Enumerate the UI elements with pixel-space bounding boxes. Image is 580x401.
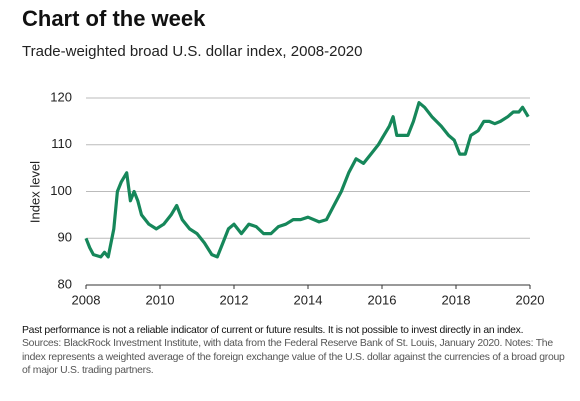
notes: Past performance is not a reliable indic… (22, 324, 572, 378)
y-tick-label: 120 (50, 89, 72, 104)
y-tick-label: 80 (58, 276, 72, 291)
chart: Chart of the week Trade-weighted broad U… (22, 6, 545, 308)
y-tick-label: 100 (50, 183, 72, 198)
x-tick-label: 2016 (368, 292, 397, 307)
x-tick-label: 2018 (442, 292, 471, 307)
chart-title: Chart of the week (22, 6, 206, 31)
source-note: Sources: BlackRock Investment Institute,… (22, 338, 565, 377)
chart-subtitle: Trade-weighted broad U.S. dollar index, … (22, 43, 363, 60)
x-tick-label: 2010 (146, 292, 175, 307)
x-tick-label: 2012 (220, 292, 249, 307)
disclaimer: Past performance is not a reliable indic… (22, 325, 524, 336)
y-axis-label: Index level (27, 161, 42, 223)
x-tick-label: 2020 (516, 292, 545, 307)
x-tick-label: 2008 (72, 292, 101, 307)
y-tick-label: 110 (51, 136, 72, 151)
y-tick-label: 90 (58, 230, 72, 245)
x-tick-label: 2014 (294, 292, 323, 307)
data-line (84, 101, 530, 259)
